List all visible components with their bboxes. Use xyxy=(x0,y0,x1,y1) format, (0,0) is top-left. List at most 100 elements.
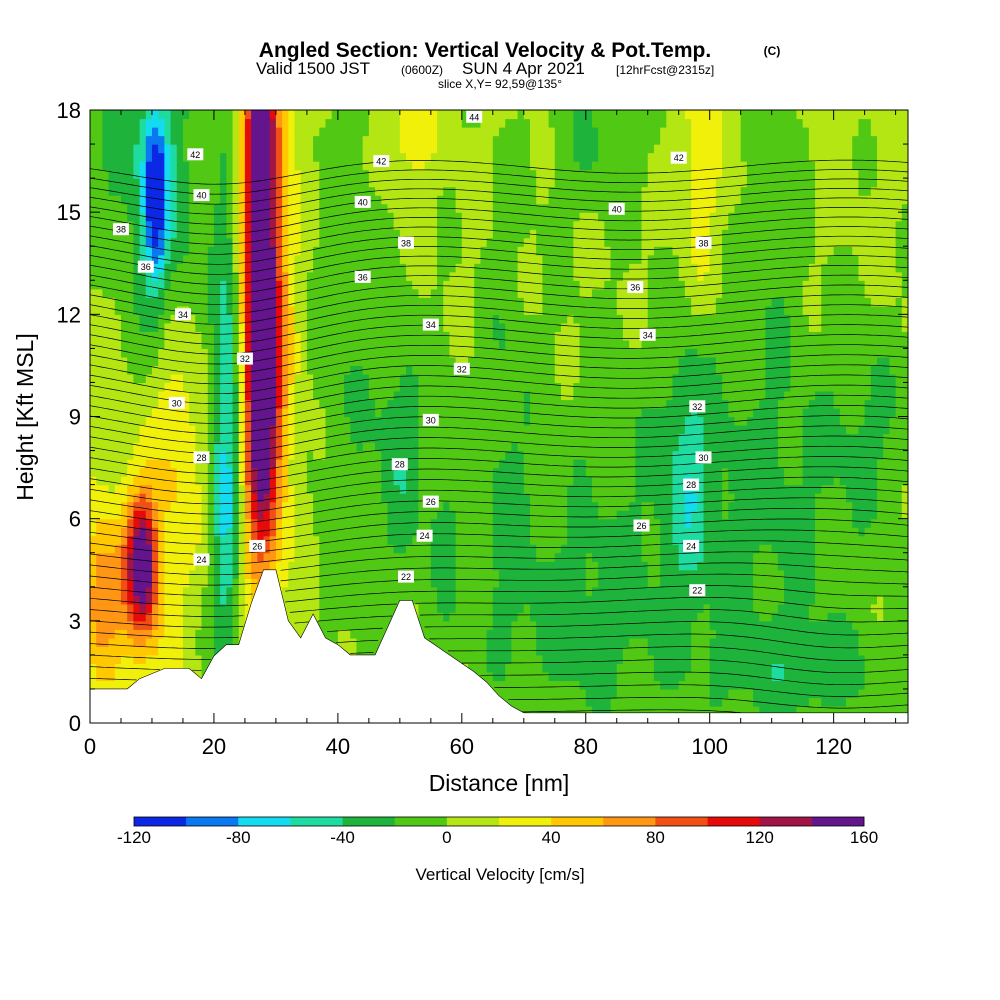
velocity-cell xyxy=(120,527,128,537)
velocity-cell xyxy=(511,561,519,571)
velocity-cell xyxy=(784,586,791,596)
velocity-cell xyxy=(821,535,829,545)
velocity-cell xyxy=(858,561,866,571)
velocity-cell xyxy=(523,493,531,503)
velocity-cell xyxy=(635,535,643,545)
velocity-cell xyxy=(622,578,630,588)
velocity-cell xyxy=(610,467,618,477)
velocity-cell xyxy=(790,476,798,486)
velocity-cell xyxy=(622,620,630,630)
velocity-cell xyxy=(381,578,389,588)
velocity-cell xyxy=(895,450,903,460)
velocity-cell xyxy=(759,544,767,554)
velocity-cell xyxy=(901,620,908,630)
velocity-cell xyxy=(536,535,543,545)
velocity-cell xyxy=(567,654,574,664)
velocity-cell xyxy=(616,680,624,690)
velocity-cell xyxy=(895,552,903,562)
velocity-cell xyxy=(151,493,159,503)
velocity-cell xyxy=(536,459,543,469)
velocity-cell xyxy=(375,578,382,588)
velocity-cell xyxy=(449,459,457,469)
velocity-cell xyxy=(275,399,283,409)
velocity-cell xyxy=(852,493,860,503)
velocity-cell xyxy=(461,407,469,418)
velocity-cell xyxy=(220,501,227,511)
velocity-cell xyxy=(238,569,246,579)
velocity-cell xyxy=(238,459,246,469)
velocity-cell xyxy=(901,629,908,639)
velocity-cell xyxy=(313,501,320,511)
velocity-cell xyxy=(585,535,593,545)
velocity-cell xyxy=(424,578,432,588)
velocity-cell xyxy=(127,416,134,426)
velocity-cell xyxy=(511,399,519,409)
velocity-cell xyxy=(114,484,122,494)
velocity-cell xyxy=(176,484,184,494)
velocity-cell xyxy=(288,450,296,460)
velocity-cell xyxy=(102,629,110,639)
velocity-cell xyxy=(666,629,674,639)
velocity-cell xyxy=(734,552,742,562)
velocity-cell xyxy=(356,425,364,435)
velocity-cell xyxy=(852,527,860,537)
velocity-cell xyxy=(815,476,822,486)
velocity-cell xyxy=(461,561,469,571)
velocity-cell xyxy=(529,612,537,622)
velocity-cell xyxy=(182,399,190,409)
velocity-cell xyxy=(300,484,308,494)
velocity-cell xyxy=(833,637,841,647)
velocity-cell xyxy=(182,552,190,562)
velocity-cell xyxy=(833,425,841,435)
velocity-cell xyxy=(120,586,128,596)
velocity-cell xyxy=(579,467,587,477)
velocity-cell xyxy=(629,416,636,426)
velocity-cell xyxy=(647,637,655,647)
velocity-cell xyxy=(529,697,537,707)
velocity-cell xyxy=(300,552,308,562)
velocity-cell xyxy=(158,637,165,647)
velocity-cell xyxy=(629,484,636,494)
velocity-cell xyxy=(759,671,767,682)
velocity-cell xyxy=(746,459,754,469)
velocity-cell xyxy=(567,518,574,528)
velocity-cell xyxy=(796,646,804,656)
velocity-cell xyxy=(387,578,395,588)
velocity-cell xyxy=(889,493,897,503)
velocity-cell xyxy=(616,527,624,537)
velocity-cell xyxy=(765,629,773,639)
velocity-cell xyxy=(722,467,729,477)
velocity-cell xyxy=(325,612,333,622)
velocity-cell xyxy=(722,484,729,494)
velocity-cell xyxy=(492,663,500,673)
velocity-cell xyxy=(622,663,630,673)
velocity-cell xyxy=(437,603,444,613)
velocity-cell xyxy=(573,510,581,520)
velocity-cell xyxy=(567,407,574,418)
velocity-cell xyxy=(158,646,165,656)
velocity-cell xyxy=(877,671,884,682)
velocity-cell xyxy=(666,399,674,409)
velocity-cell xyxy=(120,433,128,443)
velocity-cell xyxy=(839,671,847,682)
velocity-cell xyxy=(715,578,723,588)
velocity-cell xyxy=(257,552,265,562)
velocity-cell xyxy=(852,476,860,486)
velocity-cell xyxy=(443,442,451,452)
velocity-cell xyxy=(331,459,339,469)
velocity-cell xyxy=(176,442,184,452)
velocity-cell xyxy=(877,459,884,469)
velocity-cell xyxy=(356,586,364,596)
velocity-cell xyxy=(759,578,767,588)
velocity-cell xyxy=(542,663,550,673)
velocity-cell xyxy=(629,407,636,418)
velocity-cell xyxy=(697,671,705,682)
velocity-cell xyxy=(815,510,822,520)
velocity-cell xyxy=(437,629,444,639)
velocity-cell xyxy=(765,433,773,443)
velocity-cell xyxy=(170,654,178,664)
velocity-cell xyxy=(139,612,147,622)
velocity-cell xyxy=(771,476,779,486)
velocity-cell xyxy=(808,535,816,545)
velocity-cell xyxy=(201,442,209,452)
